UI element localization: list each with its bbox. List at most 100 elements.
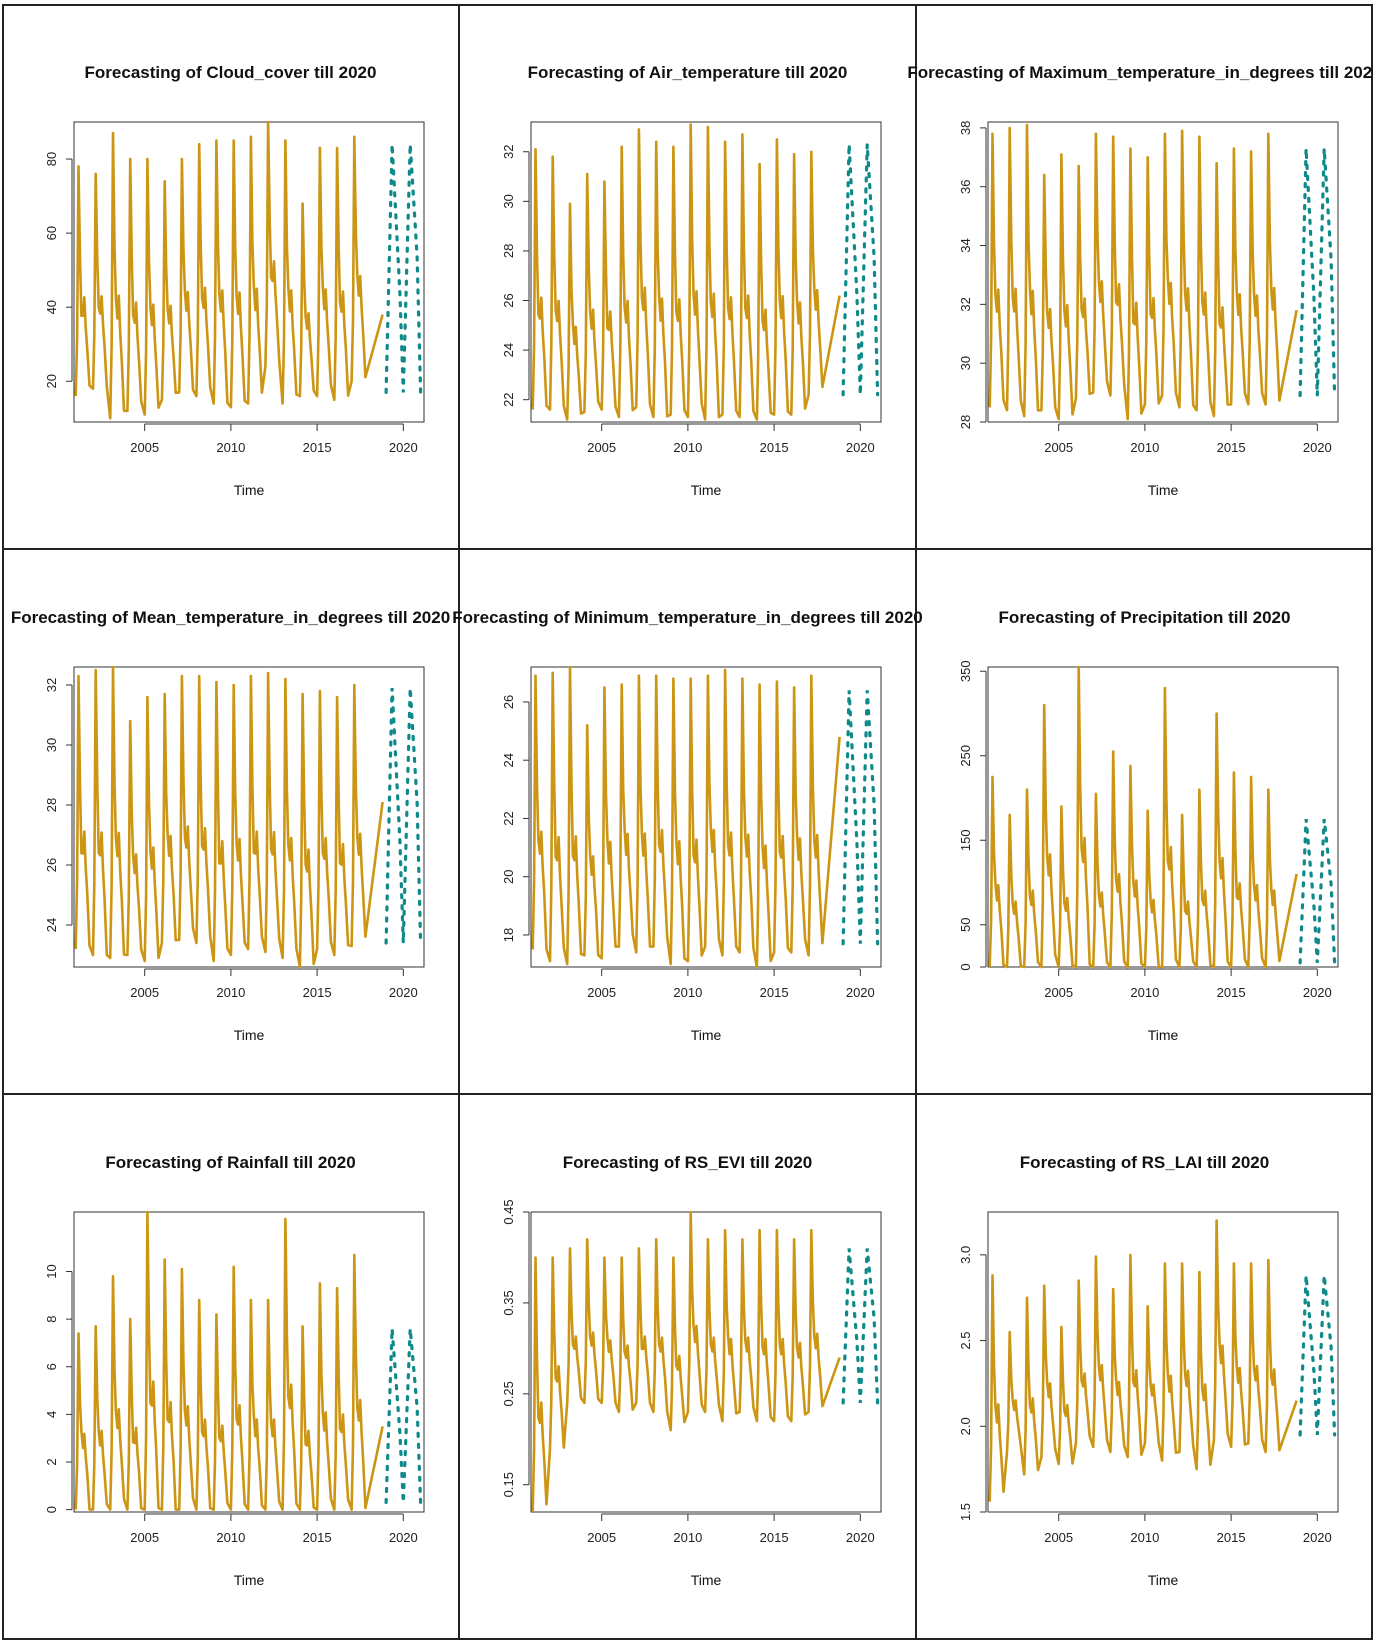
chart-title: Forecasting of Rainfall till 2020 <box>105 1153 355 1172</box>
forecast-chart-grid: Forecasting of Cloud_cover till 20202005… <box>2 4 1373 1640</box>
x-tick-label: 2015 <box>303 1530 332 1545</box>
plot-area <box>73 121 425 423</box>
chart-panel: Forecasting of RS_LAI till 2020 2005 2010 2… <box>958 1153 1339 1588</box>
x-tick-label: 2005 <box>1044 985 1073 1000</box>
y-tick-label: 32 <box>44 678 59 692</box>
chart-panel: Forecasting of Maximum_temperature_in_de… <box>907 63 1373 498</box>
x-tick-label: 2015 <box>1217 1530 1246 1545</box>
x-tick-label: 2015 <box>760 1530 789 1545</box>
y-tick-label: 24 <box>501 753 516 767</box>
y-tick-label: 4 <box>44 1411 59 1418</box>
plot-area <box>987 1211 1339 1513</box>
chart-title: Forecasting of Minimum_temperature_in_de… <box>452 608 922 627</box>
y-tick-label: 20 <box>501 869 516 883</box>
y-tick-label: 34 <box>958 238 973 252</box>
x-axis-label: Time <box>234 1027 265 1043</box>
chart-panel: Forecasting of Mean_temperature_in_degre… <box>11 608 450 1043</box>
chart-panel: Forecasting of Air_temperature till 2020… <box>501 63 882 498</box>
x-tick-label: 2010 <box>673 1530 702 1545</box>
x-tick-label: 2005 <box>130 985 159 1000</box>
forecast-series-line <box>384 144 423 394</box>
forecast-series-line <box>1298 1275 1337 1437</box>
chart-title: Forecasting of Precipitation till 2020 <box>999 608 1291 627</box>
y-tick-label: 3.0 <box>958 1246 973 1264</box>
y-tick-label: 150 <box>958 829 973 851</box>
chart-panel: Forecasting of Precipitation till 2020 20… <box>958 608 1339 1043</box>
y-tick-label: 0.25 <box>501 1381 516 1406</box>
y-tick-label: 2.0 <box>958 1417 973 1435</box>
history-series-line <box>531 665 841 969</box>
y-tick-label: 2 <box>44 1458 59 1465</box>
y-tick-label: 30 <box>501 194 516 208</box>
history-series-line <box>988 123 1298 421</box>
x-axis-label: Time <box>1148 1572 1179 1588</box>
x-tick-label: 2010 <box>1130 440 1159 455</box>
x-tick-label: 2020 <box>846 440 875 455</box>
x-tick-label: 2005 <box>1044 440 1073 455</box>
x-axis-label: Time <box>691 1027 722 1043</box>
chart-title: Forecasting of RS_LAI till 2020 <box>1020 1153 1269 1172</box>
x-tick-label: 2015 <box>1217 440 1246 455</box>
x-tick-label: 2020 <box>389 1530 418 1545</box>
chart-title: Forecasting of Air_temperature till 2020 <box>528 63 848 82</box>
x-tick-label: 2015 <box>303 985 332 1000</box>
y-tick-label: 0 <box>44 1506 59 1513</box>
y-tick-label: 36 <box>958 179 973 193</box>
y-tick-label: 24 <box>44 918 59 932</box>
y-tick-label: 0.35 <box>501 1290 516 1315</box>
chart-title: Forecasting of Maximum_temperature_in_de… <box>907 63 1373 82</box>
y-tick-label: 26 <box>44 858 59 872</box>
y-tick-label: 18 <box>501 928 516 942</box>
history-series-line <box>74 665 384 969</box>
x-tick-label: 2010 <box>1130 985 1159 1000</box>
x-axis-label: Time <box>1148 1027 1179 1043</box>
chart-title: Forecasting of Mean_temperature_in_degre… <box>11 608 450 627</box>
y-tick-label: 60 <box>44 226 59 240</box>
x-tick-label: 2005 <box>130 1530 159 1545</box>
history-series-line <box>74 1210 384 1511</box>
x-tick-label: 2015 <box>1217 985 1246 1000</box>
y-tick-label: 32 <box>501 145 516 159</box>
plot-area <box>73 666 425 968</box>
y-tick-label: 20 <box>44 374 59 388</box>
history-series-line <box>531 123 841 421</box>
y-tick-label: 22 <box>501 392 516 406</box>
y-tick-label: 38 <box>958 121 973 135</box>
chart-title: Forecasting of RS_EVI till 2020 <box>563 1153 812 1172</box>
y-tick-label: 1.5 <box>958 1503 973 1521</box>
y-tick-label: 28 <box>44 798 59 812</box>
y-tick-label: 80 <box>44 152 59 166</box>
y-tick-label: 28 <box>501 244 516 258</box>
x-tick-label: 2010 <box>673 985 702 1000</box>
y-tick-label: 30 <box>44 738 59 752</box>
x-axis-label: Time <box>691 482 722 498</box>
forecast-series-line <box>384 687 423 945</box>
x-tick-label: 2020 <box>1303 440 1332 455</box>
x-tick-label: 2005 <box>587 1530 616 1545</box>
x-axis-label: Time <box>691 1572 722 1588</box>
x-axis-label: Time <box>1148 482 1179 498</box>
x-axis-label: Time <box>234 482 265 498</box>
y-tick-label: 8 <box>44 1316 59 1323</box>
x-tick-label: 2005 <box>1044 1530 1073 1545</box>
history-series-line <box>988 665 1298 969</box>
y-tick-label: 0.15 <box>501 1472 516 1497</box>
history-series-line <box>988 1219 1298 1502</box>
plot-area <box>530 121 882 423</box>
plot-area <box>73 1211 425 1513</box>
x-tick-label: 2020 <box>846 1530 875 1545</box>
y-tick-label: 0.45 <box>501 1199 516 1224</box>
plot-area <box>987 121 1339 423</box>
y-tick-label: 0 <box>958 963 973 970</box>
y-tick-label: 30 <box>958 356 973 370</box>
y-tick-label: 350 <box>958 660 973 682</box>
x-tick-label: 2005 <box>130 440 159 455</box>
forecast-series-line <box>1298 818 1337 965</box>
forecast-series-line <box>841 144 880 397</box>
y-tick-label: 6 <box>44 1363 59 1370</box>
y-tick-label: 10 <box>44 1264 59 1278</box>
forecast-series-line <box>384 1328 423 1505</box>
y-tick-label: 26 <box>501 293 516 307</box>
x-tick-label: 2010 <box>216 985 245 1000</box>
